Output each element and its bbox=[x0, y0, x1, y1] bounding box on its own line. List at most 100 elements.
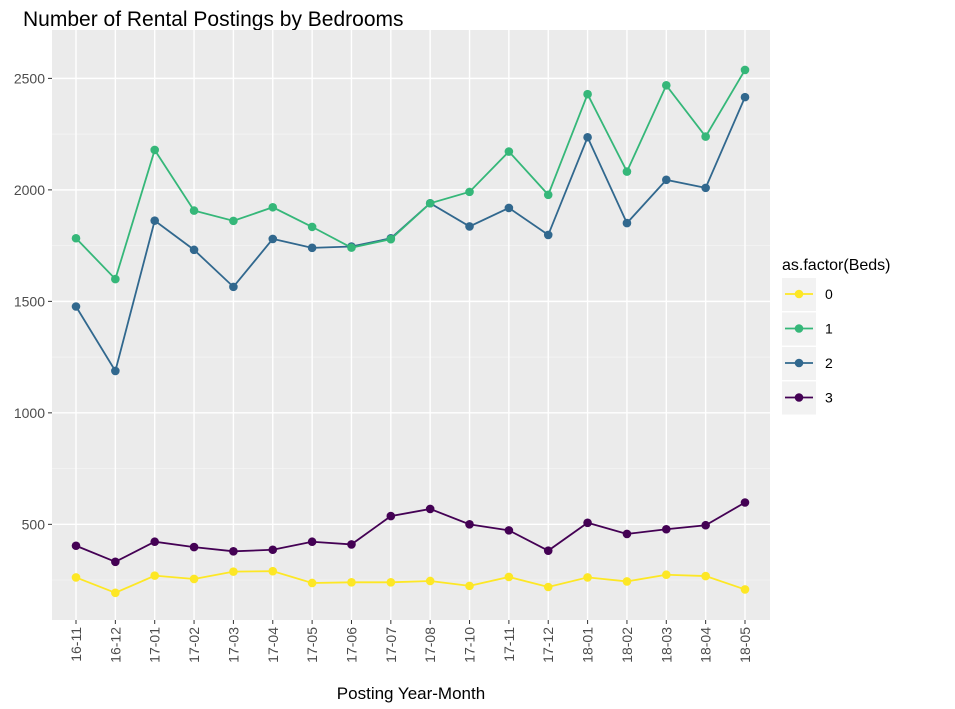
x-tick-label: 16-11 bbox=[68, 627, 84, 662]
x-tick-label: 17-07 bbox=[383, 627, 399, 663]
x-tick-label: 18-04 bbox=[698, 627, 714, 663]
y-tick-label: 500 bbox=[22, 516, 46, 532]
x-tick-label: 16-12 bbox=[107, 627, 123, 663]
legend-key-point bbox=[794, 393, 804, 402]
x-tick-label: 17-11 bbox=[501, 627, 517, 662]
data-point-3 bbox=[111, 557, 120, 567]
data-point-1 bbox=[150, 145, 160, 155]
data-point-3 bbox=[347, 540, 356, 549]
data-point-3 bbox=[189, 542, 199, 552]
data-point-3 bbox=[229, 547, 238, 556]
data-point-0 bbox=[307, 578, 317, 588]
data-point-2 bbox=[661, 175, 671, 185]
x-axis: 16-11 16-12 17-01 17-02 17-03 17-04 17-05 17-06… bbox=[68, 620, 753, 663]
legend-label: 1 bbox=[825, 321, 833, 337]
data-point-0 bbox=[229, 567, 238, 576]
x-axis-label: Posting Year-Month bbox=[337, 684, 485, 703]
data-point-3 bbox=[386, 511, 396, 521]
data-point-2 bbox=[189, 245, 199, 255]
data-point-0 bbox=[425, 576, 435, 586]
data-point-1 bbox=[307, 222, 317, 232]
data-point-2 bbox=[150, 216, 160, 225]
data-point-1 bbox=[583, 89, 592, 99]
data-point-2 bbox=[465, 222, 474, 231]
legend-label: 3 bbox=[825, 390, 833, 406]
data-point-2 bbox=[71, 302, 81, 311]
data-point-2 bbox=[740, 92, 750, 102]
legend-key-point bbox=[794, 324, 804, 333]
y-tick-label: 1000 bbox=[14, 405, 45, 421]
data-point-2 bbox=[268, 234, 278, 244]
data-point-0 bbox=[150, 571, 160, 580]
legend-label: 2 bbox=[825, 355, 833, 371]
data-point-1 bbox=[347, 243, 356, 252]
x-tick-label: 17-03 bbox=[225, 627, 241, 663]
data-point-0 bbox=[111, 588, 120, 598]
legend: as.factor(Beds) 0 1 2 3 bbox=[782, 257, 890, 415]
data-point-1 bbox=[189, 206, 199, 215]
x-tick-label: 17-12 bbox=[540, 627, 556, 663]
data-point-0 bbox=[71, 573, 81, 582]
y-tick-label: 2000 bbox=[14, 182, 45, 198]
data-point-1 bbox=[740, 65, 750, 75]
data-point-2 bbox=[307, 243, 317, 253]
data-point-3 bbox=[622, 529, 632, 539]
series-line-3 bbox=[75, 501, 746, 563]
x-tick-label: 17-02 bbox=[186, 627, 202, 663]
data-point-0 bbox=[543, 582, 553, 592]
data-point-0 bbox=[583, 573, 592, 582]
x-tick-label: 17-01 bbox=[147, 627, 163, 663]
data-point-0 bbox=[504, 572, 514, 582]
x-tick-label: 17-04 bbox=[265, 627, 281, 663]
data-point-0 bbox=[347, 578, 356, 587]
x-tick-label: 18-03 bbox=[658, 627, 674, 663]
data-point-1 bbox=[386, 234, 396, 244]
plot-panel bbox=[52, 30, 770, 620]
data-point-2 bbox=[504, 203, 514, 213]
x-tick-label: 17-08 bbox=[422, 627, 438, 663]
series-lines bbox=[71, 65, 750, 598]
data-point-2 bbox=[543, 230, 553, 240]
data-point-2 bbox=[229, 282, 238, 292]
data-point-1 bbox=[268, 202, 278, 212]
data-point-1 bbox=[661, 80, 671, 90]
data-point-1 bbox=[543, 190, 553, 200]
data-point-0 bbox=[622, 577, 632, 586]
gridlines bbox=[52, 30, 770, 620]
legend-label: 0 bbox=[825, 286, 833, 302]
data-point-1 bbox=[111, 274, 120, 284]
y-tick-label: 1500 bbox=[14, 293, 45, 309]
data-point-3 bbox=[268, 545, 278, 555]
data-point-0 bbox=[740, 585, 750, 594]
data-point-3 bbox=[71, 541, 81, 551]
data-point-3 bbox=[740, 498, 750, 507]
data-point-2 bbox=[111, 366, 120, 376]
x-tick-label: 17-06 bbox=[343, 627, 359, 663]
data-point-1 bbox=[229, 216, 238, 226]
series-line-1 bbox=[75, 69, 746, 281]
data-point-3 bbox=[465, 520, 474, 529]
data-point-0 bbox=[465, 581, 474, 591]
y-axis: 500 1000 1500 2000 2500 bbox=[14, 70, 52, 532]
data-point-3 bbox=[425, 504, 435, 514]
data-point-3 bbox=[583, 518, 592, 528]
series-line-0 bbox=[75, 570, 746, 594]
data-point-1 bbox=[425, 198, 435, 208]
legend-key-point bbox=[794, 358, 804, 368]
legend-title: as.factor(Beds) bbox=[782, 257, 890, 274]
x-tick-label: 17-05 bbox=[304, 627, 320, 663]
data-point-1 bbox=[71, 233, 81, 243]
x-tick-label: 18-05 bbox=[737, 627, 753, 663]
data-point-1 bbox=[622, 167, 632, 176]
data-point-3 bbox=[150, 537, 160, 547]
data-point-1 bbox=[701, 132, 710, 141]
data-point-3 bbox=[661, 524, 671, 534]
data-point-0 bbox=[661, 570, 671, 580]
data-point-0 bbox=[386, 578, 396, 587]
data-point-0 bbox=[189, 574, 199, 584]
data-point-3 bbox=[701, 520, 710, 530]
data-point-3 bbox=[504, 526, 514, 535]
data-point-1 bbox=[465, 187, 474, 197]
